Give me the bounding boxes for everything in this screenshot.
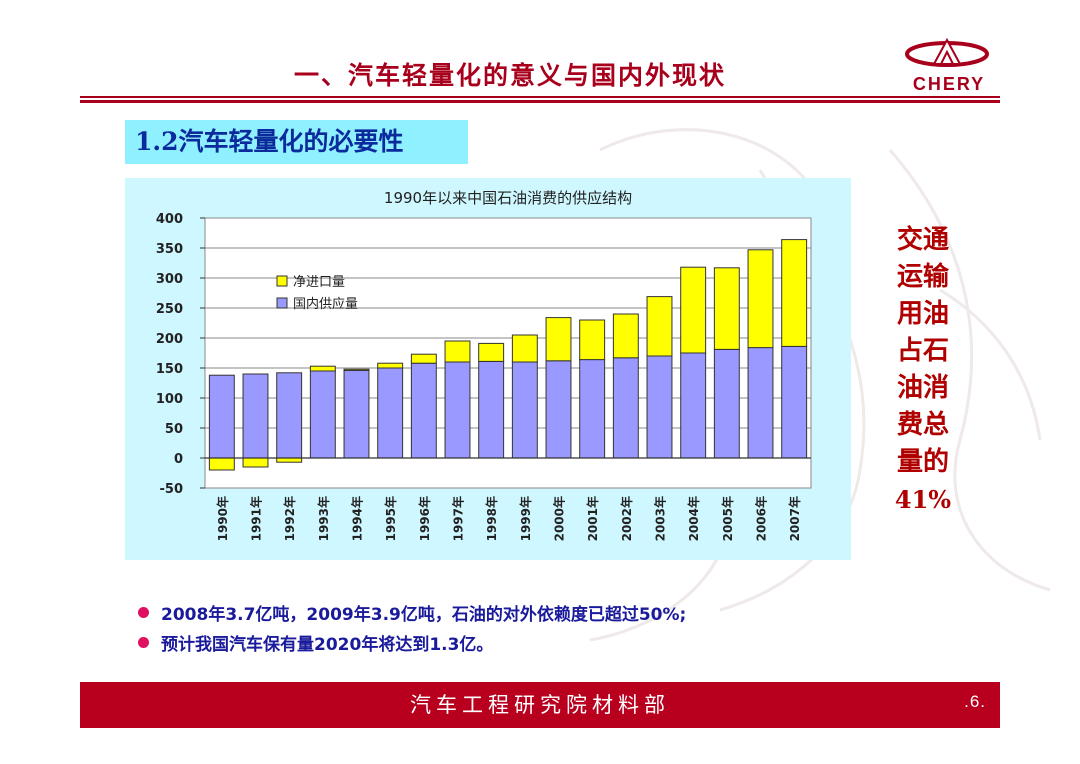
bar-domestic-supply: [545, 360, 572, 459]
bar-domestic-supply: [478, 360, 505, 459]
bullet-text: 2008年3.7亿吨，2009年3.9亿吨，石油的对外依赖度已超过50%;: [161, 604, 687, 625]
header-rule-top: [80, 96, 1000, 98]
bullet-list: 2008年3.7亿吨，2009年3.9亿吨，石油的对外依赖度已超过50%; 预计…: [138, 597, 898, 657]
bar-net-imports: [545, 317, 572, 362]
stacked-bar-chart: 1990年以来中国石油消费的供应结构 400 350 300 250 200 150 100 5…: [107, 189, 812, 541]
transport-oil-share-note: 交通运输用油占石油消费总量的 41%: [887, 222, 959, 518]
bar-domestic-supply: [309, 370, 336, 459]
bullet-text: 预计我国汽车保有量2020年将达到1.3亿。: [161, 634, 494, 655]
bar-net-imports: [343, 368, 370, 371]
bar-domestic-supply: [276, 372, 303, 459]
bar-net-imports: [410, 353, 437, 364]
y-tick-label: 50: [165, 422, 183, 437]
y-tick-label: 400: [156, 212, 183, 227]
bar-net-imports: [444, 340, 471, 363]
y-tick-label: 200: [156, 332, 183, 347]
bar-domestic-supply: [242, 373, 269, 459]
x-tick-label: 2000年: [552, 496, 567, 541]
bar-domestic-supply: [208, 374, 235, 459]
side-note-line: 交通: [896, 225, 949, 255]
x-tick-label: 2001年: [585, 496, 600, 541]
bar-domestic-supply: [781, 345, 808, 459]
bar-domestic-supply: [511, 361, 538, 459]
y-tick-label: 150: [156, 362, 183, 377]
bar-domestic-supply: [444, 361, 471, 459]
side-note-line: 费总: [896, 410, 949, 440]
y-tick-label: 100: [156, 392, 183, 407]
side-note-line: 量的: [896, 447, 949, 477]
page-number: .6.: [964, 692, 986, 711]
bar-domestic-supply: [713, 348, 740, 459]
chart-panel: 1990年以来中国石油消费的供应结构 400 350 300 250 200 150 100 5…: [107, 178, 851, 560]
x-tick-label: 2007年: [787, 496, 802, 541]
y-tick-label: 300: [156, 272, 183, 287]
bar-net-imports: [511, 334, 538, 363]
header-rule-bottom: [80, 100, 1000, 103]
bar-domestic-supply: [579, 359, 606, 459]
y-tick-label: -50: [160, 482, 184, 497]
x-tick-label: 1994年: [350, 496, 365, 541]
legend-swatch: [276, 297, 288, 309]
bar-domestic-supply: [377, 367, 404, 459]
chery-logo-icon: [905, 38, 989, 67]
side-note-line: 运输: [896, 262, 949, 292]
bar-net-imports: [579, 319, 606, 361]
bar-net-imports: [713, 267, 740, 350]
y-tick-label: 350: [156, 242, 183, 257]
bar-net-imports: [646, 296, 673, 357]
y-tick-label: 250: [156, 302, 183, 317]
x-tick-label: 2003年: [653, 496, 668, 541]
x-tick-label: 1991年: [249, 496, 264, 541]
x-tick-label: 2006年: [754, 496, 769, 541]
bullet-item: 2008年3.7亿吨，2009年3.9亿吨，石油的对外依赖度已超过50%;: [138, 597, 898, 627]
footer-bar: 汽车工程研究院材料部 .6.: [80, 682, 1000, 728]
bar-net-imports: [747, 249, 774, 349]
bar-domestic-supply: [612, 357, 639, 459]
bullet-dot-icon: [138, 606, 149, 618]
bar-domestic-supply: [680, 352, 707, 459]
side-note-percent: 41%: [894, 485, 952, 514]
x-tick-label: 2004年: [686, 496, 701, 541]
x-tick-label: 1999年: [518, 496, 533, 541]
x-tick-label: 2005年: [720, 496, 735, 541]
y-tick-label: 0: [174, 452, 183, 467]
bar-domestic-supply: [343, 369, 370, 459]
bar-net-imports: [680, 266, 707, 354]
bar-net-imports: [208, 457, 235, 471]
bullet-item: 预计我国汽车保有量2020年将达到1.3亿。: [138, 627, 898, 657]
bar-net-imports: [781, 239, 808, 347]
bar-net-imports: [309, 365, 336, 372]
side-note-lines: 交通运输用油占石油消费总量的: [887, 222, 959, 481]
footer-department: 汽车工程研究院材料部: [410, 693, 670, 717]
x-tick-label: 1992年: [282, 496, 297, 541]
bar-domestic-supply: [646, 355, 673, 459]
bar-net-imports: [276, 457, 303, 463]
side-note-line: 油消: [896, 373, 949, 403]
x-tick-label: 1995年: [383, 496, 398, 541]
section-subtitle: 1.2汽车轻量化的必要性: [125, 120, 468, 164]
legend-label: 国内供应量: [293, 296, 358, 312]
bar-net-imports: [478, 342, 505, 362]
x-tick-label: 2002年: [619, 496, 634, 541]
legend-label: 净进口量: [293, 275, 345, 290]
brand-wordmark: CHERY: [912, 74, 986, 94]
legend-swatch: [276, 275, 288, 287]
bar-domestic-supply: [410, 362, 437, 459]
chart-title: 1990年以来中国石油消费的供应结构: [384, 189, 632, 207]
bar-net-imports: [612, 313, 639, 359]
x-tick-label: 1993年: [316, 496, 331, 541]
x-tick-label: 1996年: [417, 496, 432, 541]
x-tick-label: 1998年: [484, 496, 499, 541]
x-tick-label: 1990年: [215, 496, 230, 541]
bullet-dot-icon: [138, 636, 149, 648]
bar-net-imports: [242, 457, 269, 468]
side-note-line: 占石: [896, 336, 949, 366]
bar-net-imports: [377, 362, 404, 369]
bar-domestic-supply: [747, 347, 774, 459]
slide-title: 一、汽车轻量化的意义与国内外现状: [293, 61, 726, 90]
plot-area: [204, 217, 812, 489]
x-tick-label: 1997年: [451, 496, 466, 541]
side-note-line: 用油: [896, 299, 949, 329]
